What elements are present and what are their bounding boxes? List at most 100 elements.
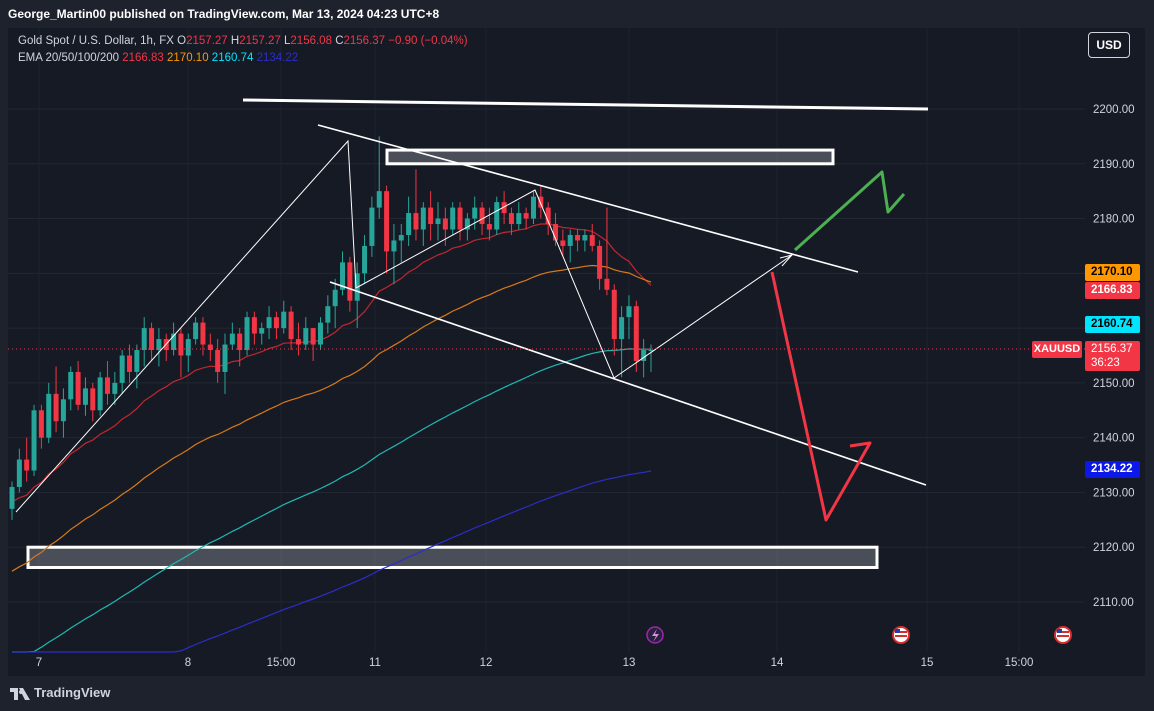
symbol-legend: Gold Spot / U.S. Dollar, 1h, FX O2157.27… [18,35,468,47]
ema50-value: 2170.10 [167,52,209,64]
candle-body [97,377,103,411]
candle-body [82,388,88,405]
countdown: 36:23 [1091,357,1120,369]
candle-body [149,328,155,351]
y-tick-label: 2180.00 [1093,214,1135,226]
candle-body [185,339,191,356]
candle-body [46,393,52,438]
candles [9,136,654,520]
symbol-tag: XAUUSD [1032,341,1082,358]
bullish-projection-arrow [793,170,906,252]
ema20-value: 2166.83 [122,52,164,64]
candle-body [222,344,228,372]
candle-body [9,486,15,509]
ema-label: EMA 20/50/100/200 [18,52,120,64]
x-tick-label: 13 [623,657,636,669]
candle-body [479,207,485,225]
candle-body [428,207,434,225]
y-tick-label: 2140.00 [1093,433,1135,445]
candle-body [604,278,610,290]
y-tick-label: 2110.00 [1093,597,1134,609]
x-tick-label: 8 [185,657,191,669]
candle-body [486,224,492,230]
candle-body [104,377,110,394]
candle-body [178,333,184,356]
candle-body [435,218,441,225]
event-markers [646,626,1072,644]
open-value: 2157.27 [186,35,228,47]
candle-body [325,306,331,323]
candle-body [538,196,544,208]
candle-body [332,289,338,307]
candle-body [442,218,448,230]
ema100-line [12,348,651,653]
candle-body [567,234,573,246]
x-tick-label: 15:00 [267,657,296,669]
ema100-value: 2160.74 [211,52,254,64]
candle-body [450,207,456,230]
candle-body [31,410,37,471]
candle-body [589,234,595,246]
upper-resistance-zone [385,148,835,166]
candle-body [472,207,478,219]
candle-body [413,213,419,230]
candle-body [464,218,470,230]
candle-body [376,191,382,208]
footer-brand[interactable]: TradingView [10,685,110,700]
candle-body [119,355,125,383]
channel-bottom-line [329,281,927,486]
candle-body [24,459,30,471]
candle-body [68,371,74,400]
candle-body [112,382,118,394]
trend-drawings [8,98,1085,522]
y-tick-label: 2130.00 [1093,487,1135,499]
candle-body [127,355,133,372]
candle-body [273,317,279,329]
candle-body [237,333,243,351]
high-label: H [230,35,240,47]
candle-body [457,207,463,230]
candle-body [633,306,639,361]
candle-body [597,245,603,279]
candle-body [53,393,59,422]
candle-body [545,207,551,225]
currency-button[interactable]: USD [1088,32,1130,58]
candle-body [384,191,390,252]
candle-body [648,350,654,352]
candle-body [530,196,536,219]
candle-body [641,350,647,361]
ema20-line [11,223,652,503]
ema-legend: EMA 20/50/100/200 2166.83 2170.10 2160.7… [18,52,298,64]
candle-body [244,317,250,351]
candle-body [295,339,301,345]
candle-body [406,213,412,235]
candle-body [553,224,559,241]
candle-body [516,213,522,225]
low-label: L [284,35,291,47]
price-tag: 2160.74 [1085,315,1140,333]
open-label: O [177,35,187,47]
candle-body [75,371,81,405]
zones [26,148,879,569]
y-tick-label: 2190.00 [1093,159,1135,171]
candle-body [317,322,323,345]
candle-body [340,262,346,290]
current-price-tag: 2156.37 36:23 [1085,341,1140,371]
current-price: 2156.37 [1091,343,1133,355]
publish-bar: George_Martin00 published on TradingView… [0,0,1154,28]
candle-body [281,311,287,329]
candle-body [60,399,66,422]
candle-body [391,240,397,252]
candle-body [310,328,316,345]
candle-body [501,202,507,214]
tradingview-logo-icon [10,687,30,700]
candle-body [626,306,632,318]
candle-body [266,317,272,329]
candle-body [523,213,529,219]
change-value: −0.90 (−0.04%) [388,35,468,47]
y-tick-label: 2200.00 [1093,104,1135,116]
high-value: 2157.27 [239,35,281,47]
candle-body [251,317,257,334]
candle-body [303,328,309,345]
